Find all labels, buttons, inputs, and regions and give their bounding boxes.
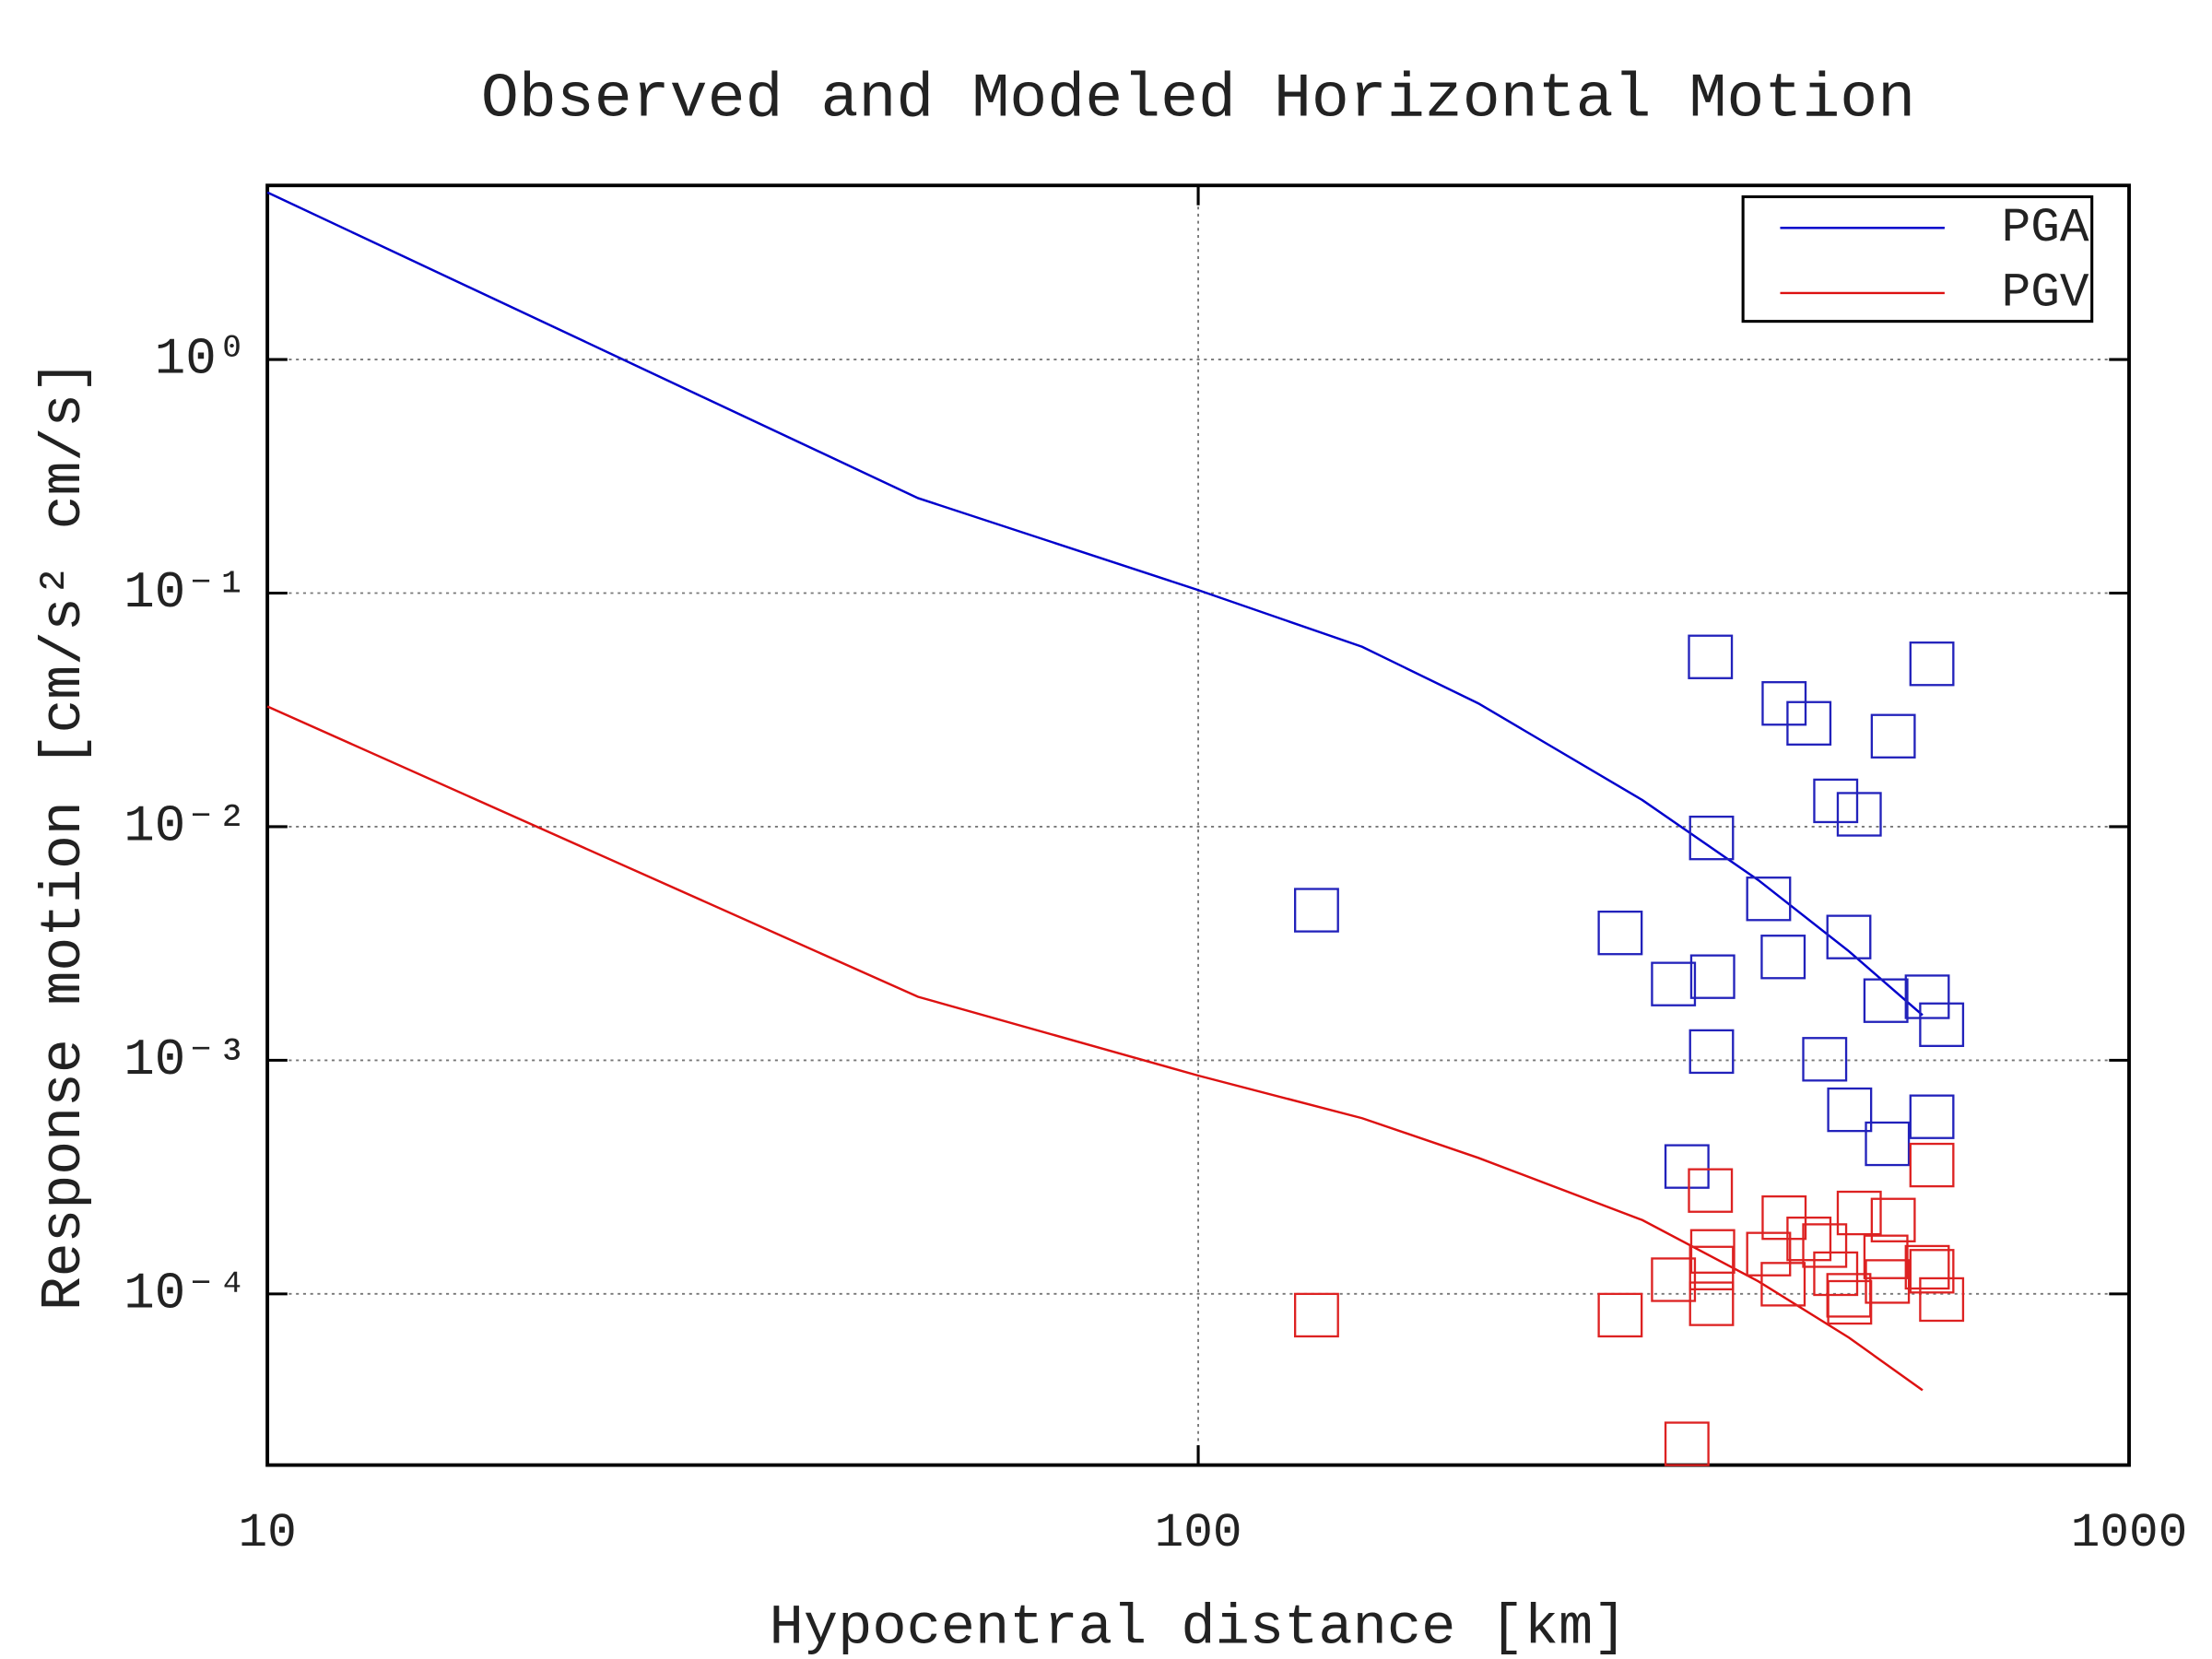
line [266,191,1924,1017]
scatter-point [1786,1216,1832,1262]
scatter-point [1904,1244,1950,1290]
scatter-point [1664,1421,1710,1466]
scatter-point [1760,1262,1806,1307]
y-tick-label: 10⁻³ [124,1031,247,1089]
scatter-point [1664,1144,1710,1189]
scatter-point [1909,641,1955,687]
x-tick-label: 100 [1155,1505,1242,1560]
scatter-point [1826,914,1872,959]
legend-label: PGA [2002,200,2089,255]
scatter-point [1802,1037,1848,1082]
x-tick-label: 10 [238,1505,296,1560]
scatter-point [1865,1121,1911,1167]
y-tick-label: 10⁻⁴ [124,1265,247,1324]
scatter-point [1836,792,1882,837]
scatter-point [1746,1231,1792,1277]
scatter-point [1294,888,1339,933]
scatter-point [1813,778,1859,824]
x-tick-label: 1000 [2071,1505,2188,1560]
scatter-point [1827,1087,1873,1133]
scatter-point [1760,935,1806,980]
scatter-point [1865,1259,1911,1304]
chart-title: Observed and Modeled Horizontal Motion [481,65,1915,135]
scatter-point [1863,1234,1909,1279]
scatter-point [1688,1245,1735,1291]
scatter-point [1651,961,1697,1006]
scatter-point [1909,1249,1955,1294]
scatter-point [1761,681,1807,726]
y-tick-label: 10⁻² [124,798,247,856]
scatter-point [1746,877,1792,922]
y-tick-label: 10⁰ [155,331,248,389]
scatter-point [1688,815,1735,861]
scatter-point [1836,1190,1882,1236]
scatter-point [1909,1142,1955,1188]
scatter-point [1870,713,1916,759]
scatter-point [1688,634,1734,679]
scatter-point [1651,1257,1697,1302]
scatter-point [1689,954,1735,999]
scatter-point [1688,1168,1734,1213]
scatter-point [1870,1197,1916,1242]
scatter-point [1909,1094,1955,1139]
scatter-point [1597,1292,1643,1338]
scatter-point [1904,974,1950,1019]
scatter-point [1919,1277,1965,1323]
scatter-point [1688,1029,1735,1075]
scatter-point [1786,700,1832,746]
y-tick-label: 10⁻¹ [124,564,247,622]
x-axis-label: Hypocentral distance [km] [770,1596,1628,1659]
legend-label: PGV [2002,265,2089,321]
scatter-point [1294,1292,1339,1338]
scatter-point [1802,1223,1848,1268]
scatter-point [1689,1229,1735,1274]
scatter-point [1919,1002,1965,1047]
scatter-point [1688,1281,1735,1326]
scatter-point [1863,978,1909,1023]
y-axis-label: Response motion [cm/s² cm/s] [32,359,97,1311]
line [266,705,1924,1392]
legend-box [1741,194,2094,324]
plot-frame [265,183,2131,1467]
scatter-point [1597,910,1643,956]
